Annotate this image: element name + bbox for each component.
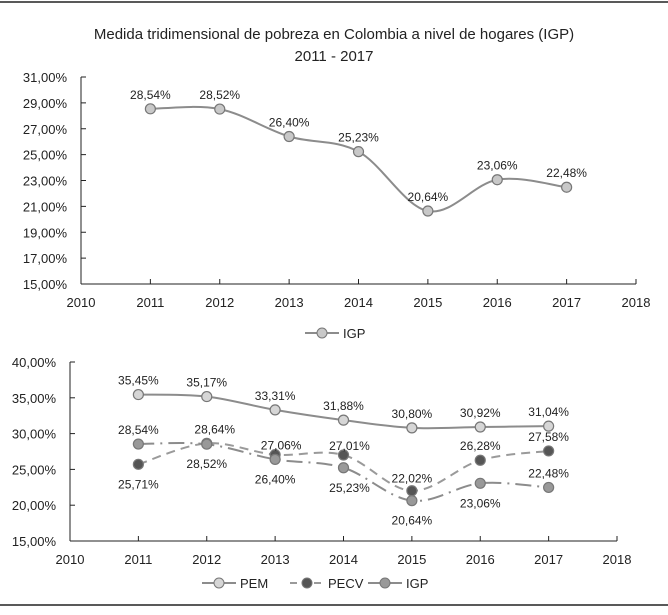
data-point-pem <box>474 421 486 433</box>
y-tick-label: 15,00% <box>23 277 68 292</box>
x-tick-label: 2015 <box>413 295 442 310</box>
data-label: 22,48% <box>546 166 587 180</box>
data-point-pem <box>132 388 144 401</box>
data-label: 25,23% <box>338 131 379 145</box>
y-tick-label: 17,00% <box>23 251 68 266</box>
x-tick-label: 2013 <box>275 295 304 310</box>
y-tick-label: 25,00% <box>23 148 68 163</box>
data-label: 31,88% <box>323 399 364 413</box>
data-label: 25,23% <box>329 481 370 495</box>
data-label: 31,04% <box>528 405 569 419</box>
x-tick-label: 2011 <box>136 295 164 310</box>
legend-label: PECV <box>328 576 364 591</box>
x-tick-label: 2010 <box>56 552 85 567</box>
data-point-igp <box>474 477 486 489</box>
chart-title: Medida tridimensional de pobreza en Colo… <box>94 26 574 43</box>
y-tick-label: 35,00% <box>12 391 57 406</box>
data-point-igp <box>201 438 213 450</box>
data-label: 28,64% <box>194 422 235 436</box>
data-point-pem <box>201 390 213 403</box>
data-point-pem <box>337 414 350 426</box>
x-tick-label: 2018 <box>622 295 651 310</box>
data-point-igp <box>352 146 365 158</box>
data-label: 26,40% <box>269 116 310 130</box>
data-label: 23,06% <box>460 496 501 510</box>
legend-marker-igp <box>379 577 391 589</box>
data-label: 35,17% <box>186 376 227 390</box>
x-tick-label: 2014 <box>329 552 358 567</box>
data-point-igp <box>283 130 295 143</box>
data-point-pem <box>543 420 555 432</box>
y-tick-label: 27,00% <box>23 122 68 137</box>
data-point-igp <box>543 481 555 494</box>
y-tick-label: 19,00% <box>23 225 68 240</box>
data-point-pecv <box>337 449 350 461</box>
data-label: 22,02% <box>392 472 433 486</box>
data-label: 33,31% <box>255 389 296 403</box>
x-tick-label: 2011 <box>124 552 152 567</box>
legend-label: PEM <box>240 576 268 591</box>
data-point-igp <box>144 103 156 115</box>
x-tick-label: 2016 <box>466 552 495 567</box>
x-tick-label: 2014 <box>344 295 373 310</box>
data-point-pem <box>406 422 418 434</box>
data-label: 27,06% <box>261 439 302 453</box>
data-label: 26,28% <box>460 439 501 453</box>
legend-marker-pem <box>213 577 225 589</box>
data-point-pecv <box>543 445 555 457</box>
y-tick-label: 31,00% <box>23 70 68 85</box>
data-label: 26,40% <box>255 472 296 486</box>
y-tick-label: 23,00% <box>23 174 68 189</box>
data-point-igp <box>132 438 144 450</box>
data-label: 28,52% <box>186 457 227 471</box>
data-point-igp <box>561 181 573 193</box>
data-label: 30,92% <box>460 406 501 420</box>
data-point-pecv <box>132 458 144 470</box>
data-point-pecv <box>474 454 486 466</box>
legend-label: IGP <box>406 576 428 591</box>
x-tick-label: 2017 <box>534 552 563 567</box>
data-label: 28,52% <box>199 88 240 102</box>
y-tick-label: 30,00% <box>12 427 57 442</box>
y-tick-label: 21,00% <box>23 199 68 214</box>
data-label: 27,58% <box>528 430 569 444</box>
data-point-igp <box>406 495 418 507</box>
data-point-pem <box>269 404 281 416</box>
legend-marker-igp <box>316 327 328 339</box>
x-tick-label: 2012 <box>192 552 221 567</box>
data-label: 28,54% <box>118 423 159 437</box>
data-label: 35,45% <box>118 374 159 388</box>
x-tick-label: 2010 <box>67 295 96 310</box>
data-label: 22,48% <box>528 466 569 480</box>
data-point-igp <box>422 205 434 217</box>
legend-label: IGP <box>343 326 365 341</box>
x-tick-label: 2012 <box>205 295 234 310</box>
data-label: 23,06% <box>477 159 518 173</box>
data-label: 20,64% <box>408 190 449 204</box>
x-tick-label: 2015 <box>397 552 426 567</box>
x-tick-label: 2017 <box>552 295 581 310</box>
x-tick-label: 2016 <box>483 295 512 310</box>
data-point-igp <box>269 453 281 465</box>
data-point-pecv <box>406 485 418 497</box>
legend-marker-pecv <box>301 577 313 589</box>
data-point-igp <box>491 174 503 186</box>
y-tick-label: 25,00% <box>12 462 57 477</box>
data-point-igp <box>214 103 226 115</box>
y-tick-label: 29,00% <box>23 96 68 111</box>
data-label: 25,71% <box>118 477 159 491</box>
y-tick-label: 15,00% <box>12 534 57 549</box>
data-label: 27,01% <box>329 439 370 453</box>
chart-subtitle: 2011 - 2017 <box>295 48 374 65</box>
data-point-igp <box>337 462 350 474</box>
data-label: 20,64% <box>392 514 433 528</box>
y-tick-label: 40,00% <box>12 355 57 370</box>
data-label: 30,80% <box>392 407 433 421</box>
data-label: 28,54% <box>130 88 171 102</box>
x-tick-label: 2013 <box>261 552 290 567</box>
x-tick-label: 2018 <box>603 552 632 567</box>
y-tick-label: 20,00% <box>12 498 57 513</box>
